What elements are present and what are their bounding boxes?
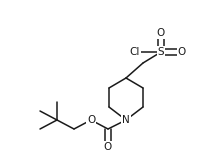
Text: O: O (87, 115, 95, 125)
Text: O: O (178, 47, 186, 57)
Text: S: S (158, 47, 164, 57)
Text: N: N (122, 115, 130, 125)
Text: Cl: Cl (130, 47, 140, 57)
Text: O: O (104, 142, 112, 152)
Text: O: O (157, 28, 165, 38)
